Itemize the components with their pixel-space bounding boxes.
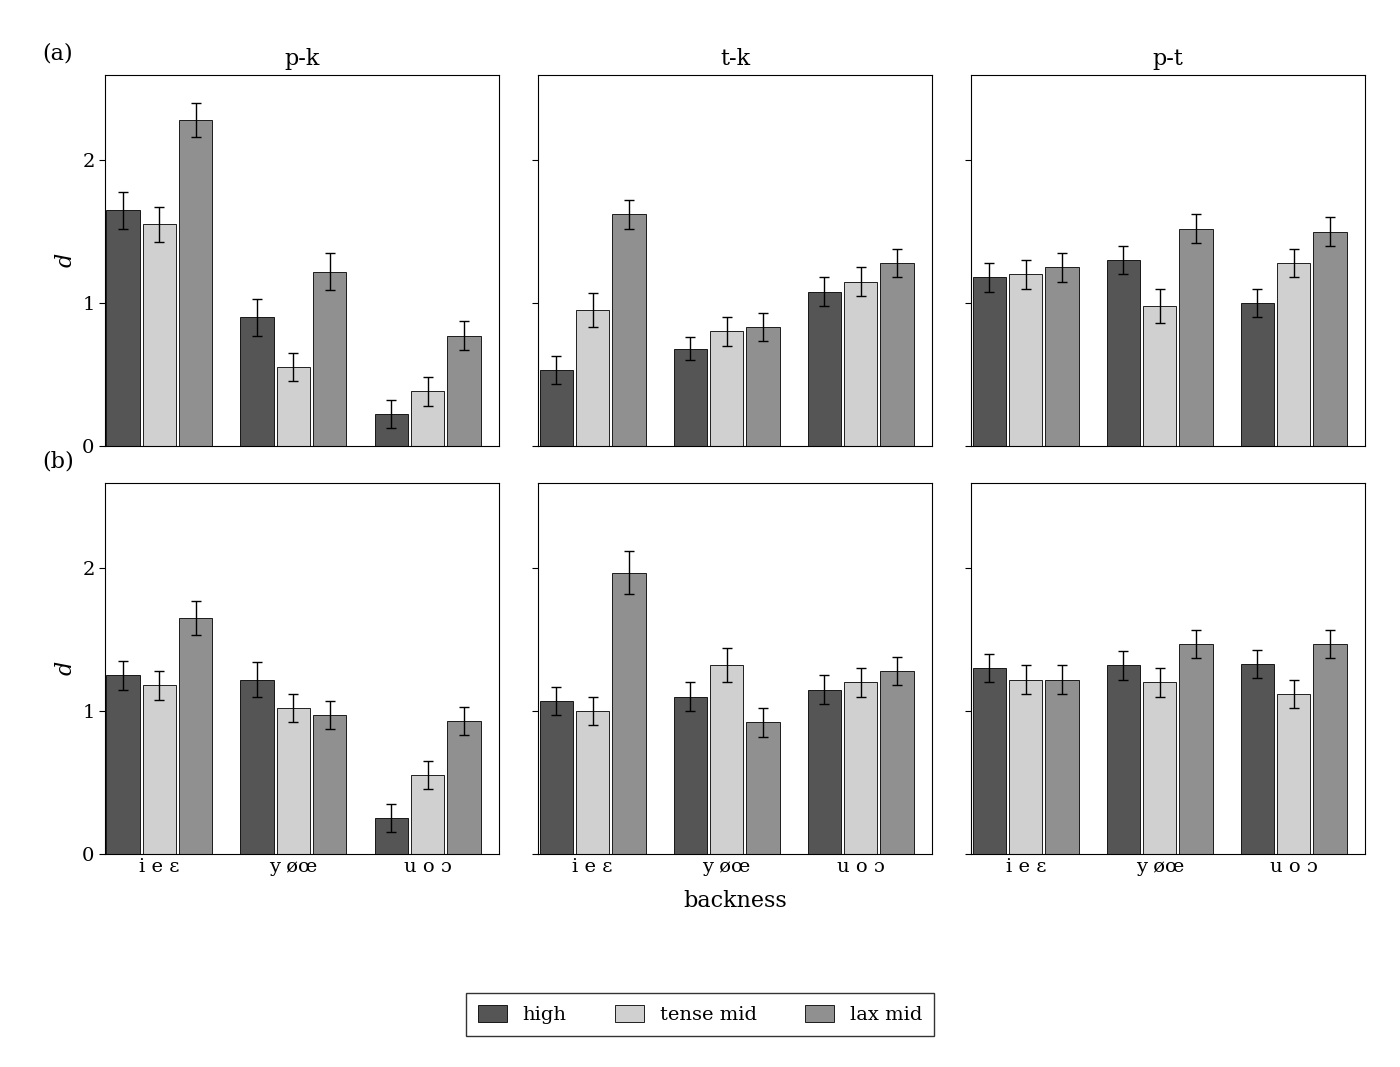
- Y-axis label: d: d: [55, 662, 77, 675]
- Bar: [241, 680, 274, 854]
- Bar: [1277, 262, 1310, 446]
- Bar: [710, 332, 743, 446]
- Bar: [710, 666, 743, 854]
- Bar: [447, 721, 480, 854]
- X-axis label: backness: backness: [683, 890, 787, 912]
- Bar: [575, 711, 609, 854]
- Bar: [746, 722, 780, 854]
- Bar: [1179, 228, 1212, 446]
- Bar: [844, 282, 878, 446]
- Bar: [106, 675, 140, 854]
- Bar: [808, 291, 841, 446]
- Bar: [1313, 643, 1347, 854]
- Bar: [881, 671, 914, 854]
- Bar: [746, 328, 780, 446]
- Bar: [881, 262, 914, 446]
- Title: t-k: t-k: [720, 48, 750, 70]
- Bar: [973, 277, 1007, 446]
- Bar: [1179, 643, 1212, 854]
- Bar: [410, 775, 444, 854]
- Bar: [277, 367, 311, 446]
- Bar: [314, 272, 346, 446]
- Bar: [447, 336, 480, 446]
- Bar: [375, 414, 407, 446]
- Bar: [539, 370, 573, 446]
- Bar: [612, 214, 645, 446]
- Title: p-k: p-k: [284, 48, 319, 70]
- Bar: [410, 392, 444, 446]
- Bar: [539, 701, 573, 854]
- Y-axis label: d: d: [55, 253, 77, 267]
- Bar: [844, 683, 878, 854]
- Bar: [1240, 664, 1274, 854]
- Bar: [673, 697, 707, 854]
- Bar: [1313, 232, 1347, 446]
- Bar: [179, 618, 213, 854]
- Bar: [1009, 680, 1043, 854]
- Bar: [1142, 683, 1176, 854]
- Bar: [1240, 303, 1274, 446]
- Bar: [1046, 267, 1079, 446]
- Bar: [143, 224, 176, 446]
- Bar: [277, 708, 311, 854]
- Bar: [1277, 694, 1310, 854]
- Bar: [179, 121, 213, 446]
- Bar: [106, 210, 140, 446]
- Bar: [808, 689, 841, 854]
- Bar: [143, 685, 176, 854]
- Bar: [1009, 274, 1043, 446]
- Bar: [1107, 666, 1140, 854]
- Text: (a): (a): [42, 43, 73, 65]
- Bar: [241, 317, 274, 446]
- Bar: [1046, 680, 1079, 854]
- Bar: [375, 818, 407, 854]
- Bar: [1142, 306, 1176, 446]
- Bar: [973, 668, 1007, 854]
- Legend: high, tense mid, lax mid: high, tense mid, lax mid: [466, 993, 934, 1036]
- Bar: [314, 715, 346, 854]
- Title: p-t: p-t: [1152, 48, 1183, 70]
- Bar: [612, 573, 645, 854]
- Bar: [1107, 260, 1140, 446]
- Text: (b): (b): [42, 451, 74, 473]
- Bar: [673, 349, 707, 446]
- Bar: [575, 310, 609, 446]
